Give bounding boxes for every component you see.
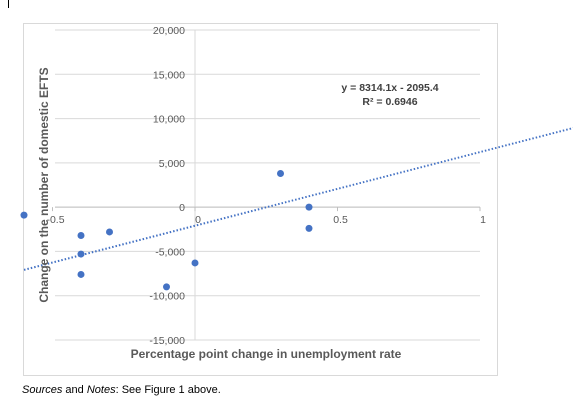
chart-frame — [23, 23, 498, 376]
source-note: Sources and Notes: See Figure 1 above. — [22, 384, 221, 396]
y-tick-label: 20,000 — [153, 25, 185, 37]
data-point — [77, 231, 85, 239]
data-point — [163, 283, 170, 291]
data-point — [191, 259, 199, 267]
y-tick-label: 0 — [179, 202, 185, 214]
y-tick-label: 10,000 — [153, 114, 185, 126]
gridlines — [55, 29, 480, 341]
x-tick-label: 1 — [480, 214, 486, 226]
trendline-equation: y = 8314.1x - 2095.4 — [341, 82, 438, 94]
data-point — [77, 250, 85, 258]
data-points — [20, 169, 313, 291]
y-tick-label: 5,000 — [159, 158, 185, 170]
data-point — [106, 228, 113, 236]
data-point — [20, 211, 28, 219]
note-rest: : See Figure 1 above. — [115, 384, 221, 396]
x-tick-label: 0 — [195, 214, 201, 226]
x-tick-labels: -1-0.500.511.52 — [46, 214, 486, 226]
trendline-r2: R² = 0.6946 — [362, 96, 417, 108]
trendline — [23, 127, 573, 271]
y-tick-labels: -15,000 -10,000 -5,000 0 5,000 10,000 15,000 20… — [149, 25, 185, 347]
data-point — [77, 270, 85, 278]
note-notes: Notes — [86, 384, 116, 396]
data-point — [305, 224, 313, 232]
y-tick-label: -10,000 — [149, 291, 185, 303]
x-tick-label: 0.5 — [333, 214, 348, 226]
axes — [52, 30, 481, 340]
x-tick-label: -0.5 — [46, 214, 64, 226]
trendline-group — [23, 127, 573, 271]
y-tick-label: -15,000 — [149, 335, 185, 347]
corner-tick — [8, 0, 9, 8]
data-point — [277, 169, 284, 177]
y-axis-title: Change on the number of domestic EFTS — [37, 67, 51, 302]
y-tick-label: -5,000 — [155, 246, 185, 258]
note-and: and — [62, 384, 87, 396]
x-axis-title: Percentage point change in unemployment … — [131, 347, 402, 361]
data-point — [305, 203, 313, 211]
note-sources: Sources — [22, 384, 63, 396]
y-tick-label: 15,000 — [153, 69, 185, 81]
